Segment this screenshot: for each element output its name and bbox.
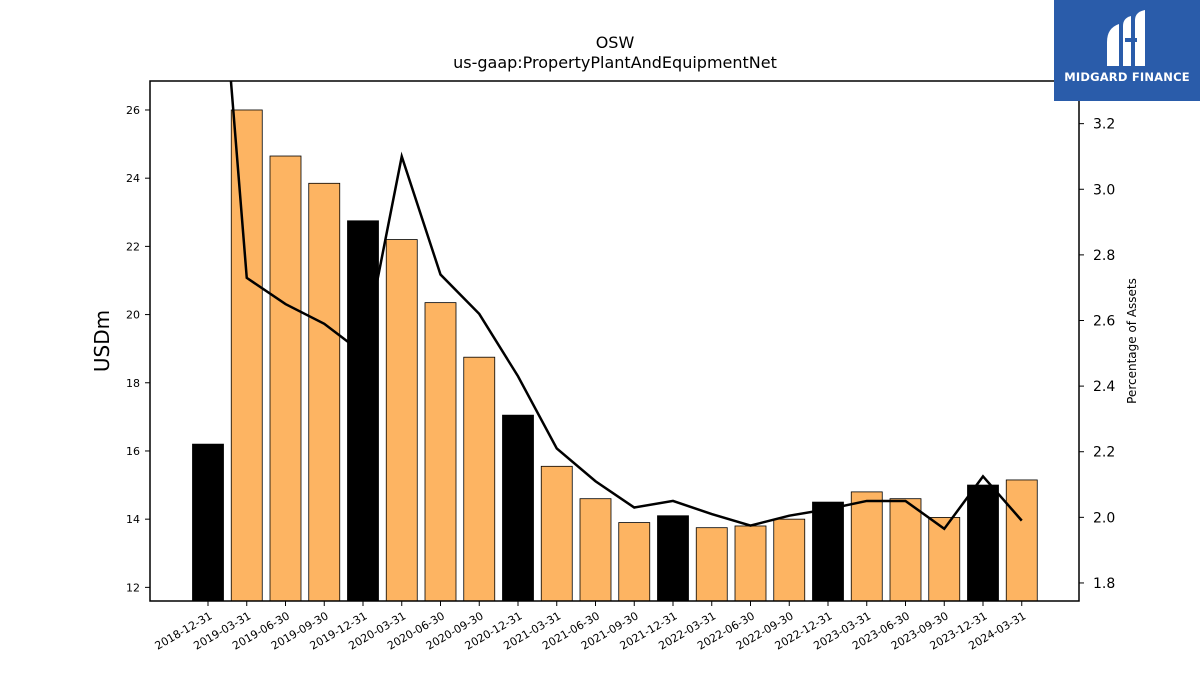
bar-2024-03-31: [1005, 479, 1038, 602]
y2-tick-label: 3.2: [1093, 117, 1115, 133]
left-axis: 12 14 16 18 20 22 24 26: [126, 104, 150, 594]
y2-tick-label: 2.6: [1093, 313, 1115, 329]
bar-2019-03-31: [230, 109, 263, 602]
y-tick-label: 14: [126, 513, 140, 526]
y-tick-label: 24: [126, 172, 140, 185]
y2-tick-label: 3.0: [1093, 182, 1115, 198]
ratio-line: [229, 81, 1023, 531]
bar-2020-09-30: [463, 356, 496, 602]
bar-2022-12-31: [812, 501, 844, 602]
bar-2020-12-31: [502, 414, 534, 602]
y2-tick-label: 2.4: [1093, 379, 1115, 395]
brand-logo: MIDGARD FINANCE: [1054, 0, 1200, 101]
bar-2020-03-31: [385, 239, 418, 602]
logo-text: MIDGARD FINANCE: [1064, 70, 1190, 84]
bar-2019-12-31: [347, 220, 379, 602]
bar-2021-06-30: [579, 498, 612, 602]
y-tick-label: 20: [126, 309, 140, 322]
y-tick-label: 26: [126, 104, 140, 117]
y2-tick-label: 1.8: [1093, 576, 1115, 592]
bar-2022-09-30: [773, 518, 806, 602]
y-tick-label: 18: [126, 377, 140, 390]
y2-tick-label: 2.2: [1093, 445, 1115, 461]
chart-subtitle: us-gaap:PropertyPlantAndEquipmentNet: [453, 53, 777, 72]
y2-tick-label: 2.8: [1093, 248, 1115, 264]
bar-2023-09-30: [928, 517, 961, 602]
bar-2020-06-30: [424, 302, 457, 602]
line-layer: [229, 81, 1023, 531]
y-axis-label: USDm: [90, 310, 114, 372]
bar-2023-03-31: [850, 491, 883, 602]
bar-2021-03-31: [540, 465, 573, 602]
bar-2023-06-30: [889, 498, 922, 602]
bar-2021-12-31: [657, 515, 689, 602]
y-tick-label: 22: [126, 240, 140, 253]
right-axis: 1.8 2.0 2.2 2.4 2.6 2.8 3.0 3.2: [1079, 117, 1115, 592]
bar-2021-09-30: [618, 522, 651, 602]
bar-2018-12-31: [192, 443, 224, 602]
chart-title: OSW: [596, 33, 635, 52]
y2-tick-label: 2.0: [1093, 510, 1115, 526]
y2-axis-label: Percentage of Assets: [1125, 278, 1139, 404]
bars-layer: [192, 109, 1038, 602]
x-axis: 2018-12-312019-03-312019-06-302019-09-30…: [153, 601, 1028, 653]
bar-2023-12-31: [967, 484, 999, 602]
bar-2022-06-30: [734, 525, 767, 602]
logo-mark-icon: [1107, 10, 1145, 66]
y-tick-label: 12: [126, 581, 140, 594]
bar-2019-09-30: [308, 182, 341, 602]
bar-2022-03-31: [695, 527, 728, 602]
plot-frame: [149, 80, 1080, 602]
bar-2019-06-30: [269, 155, 302, 602]
y-tick-label: 16: [126, 445, 140, 458]
